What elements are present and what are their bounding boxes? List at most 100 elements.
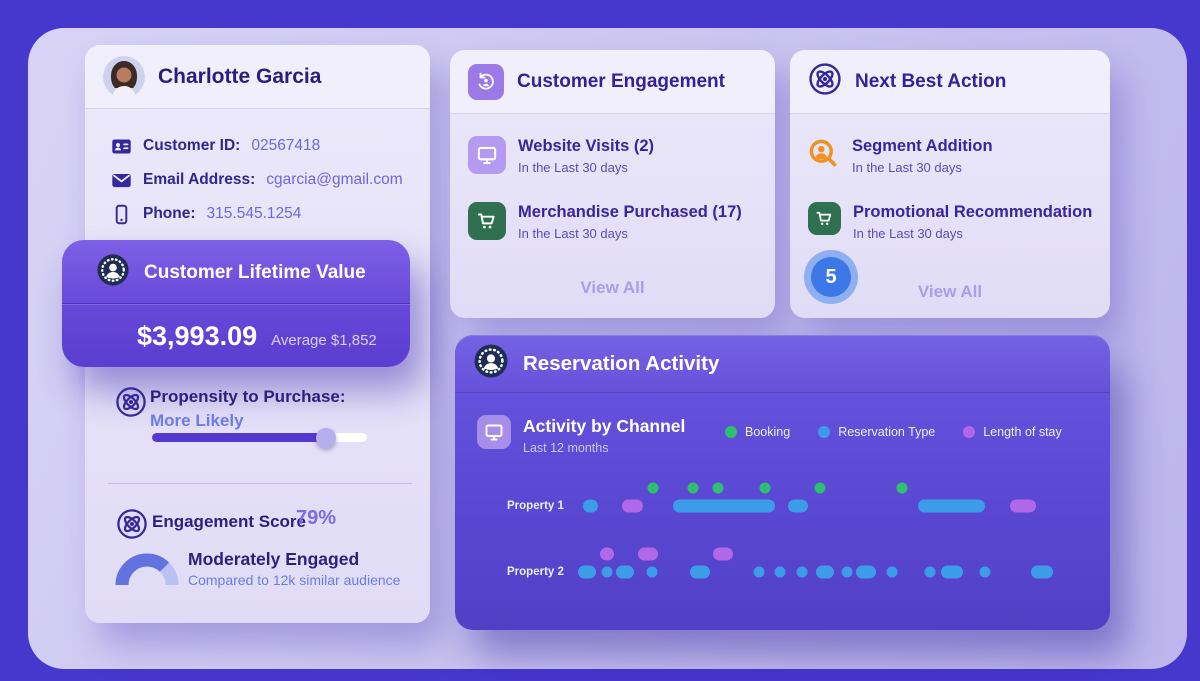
propensity-slider-fill	[152, 433, 327, 442]
clv-average: Average $1,852	[271, 332, 377, 349]
promotional-recommendation-sub: In the Last 30 days	[853, 226, 963, 241]
phone-row: Phone: 315.545.1254	[111, 203, 430, 225]
timeline-marker-reservation	[788, 499, 808, 513]
timeline-marker-stay	[1010, 499, 1037, 513]
legend-reservation-type: Reservation Type	[818, 425, 935, 439]
merchandise-purchased-sub: In the Last 30 days	[518, 226, 628, 241]
einstein-atom-icon	[116, 508, 148, 540]
promotional-recommendation-item[interactable]: Promotional Recommendation In the Last 3…	[808, 202, 1092, 241]
next-best-action-title: Next Best Action	[855, 70, 1007, 92]
email-row: Email Address: cgarcia@gmail.com	[111, 169, 430, 191]
email-value[interactable]: cgarcia@gmail.com	[266, 171, 403, 188]
property-2-label: Property 2	[507, 566, 564, 578]
customer-id-row: Customer ID: 02567418	[111, 135, 430, 157]
monitor-icon	[477, 415, 511, 449]
timeline-marker-reservation	[616, 565, 635, 579]
property-1-timeline: Property 1	[507, 481, 1095, 525]
property-1-label: Property 1	[507, 500, 564, 512]
timeline-marker-reservation	[855, 565, 876, 579]
einstein-person-icon	[96, 253, 130, 292]
website-visits-text: Website Visits (2) In the Last 30 days	[518, 136, 654, 175]
website-visits-item[interactable]: Website Visits (2) In the Last 30 days	[468, 136, 654, 175]
timeline-marker-booking	[687, 482, 699, 494]
customer-engagement-header: Customer Engagement	[450, 50, 775, 114]
reservation-type-dot-icon	[818, 426, 831, 438]
engagement-score-title: Engagement Score	[152, 512, 306, 531]
segment-addition-sub: In the Last 30 days	[852, 160, 962, 175]
timeline-marker-stay	[712, 547, 733, 561]
segment-addition-item[interactable]: Segment Addition In the Last 30 days	[806, 136, 993, 175]
customer-360-icon	[468, 63, 504, 100]
timeline-marker-reservation	[941, 565, 963, 579]
timeline-marker-stay	[637, 547, 658, 561]
contact-list: Customer ID: 02567418 Email Address: cga…	[111, 135, 430, 225]
profile-header: Charlotte Garcia	[85, 45, 430, 109]
merchandise-purchased-item[interactable]: Merchandise Purchased (17) In the Last 3…	[468, 202, 742, 241]
timeline-marker-reservation	[578, 565, 597, 579]
clv-divider	[62, 303, 410, 305]
user-search-icon	[806, 136, 840, 175]
timeline-marker-reservation	[918, 499, 986, 513]
website-visits-label: Website Visits (2)	[518, 137, 655, 155]
timeline-marker-reservation	[689, 565, 710, 579]
timeline-marker-reservation	[886, 566, 898, 578]
promotional-recommendation-label: Promotional Recommendation	[853, 203, 1093, 221]
phone-value[interactable]: 315.545.1254	[206, 205, 302, 222]
customer-name: Charlotte Garcia	[158, 64, 322, 88]
avatar	[103, 55, 145, 98]
engagement-level: Moderately Engaged	[188, 549, 360, 569]
customer-id-label: Customer ID:	[143, 137, 241, 154]
activity-by-channel-title: Activity by Channel	[523, 416, 686, 436]
legend-reservation-type-label: Reservation Type	[838, 425, 936, 439]
propensity-slider-thumb[interactable]	[316, 427, 337, 448]
customer-lifetime-value-card: Customer Lifetime Value $3,993.09 Averag…	[62, 240, 410, 367]
recommendation-count-badge[interactable]: 5	[804, 250, 858, 304]
propensity-title: Propensity to Purchase:	[150, 387, 346, 406]
timeline-marker-reservation	[815, 565, 834, 579]
timeline-marker-booking	[814, 482, 826, 494]
timeline-marker-reservation	[796, 566, 808, 578]
clv-header: Customer Lifetime Value	[62, 240, 410, 292]
legend-booking: Booking	[725, 425, 790, 439]
phone-icon	[111, 204, 132, 225]
email-label: Email Address:	[143, 171, 256, 188]
reservation-activity-title: Reservation Activity	[523, 351, 720, 375]
clv-value: $3,993.09	[137, 321, 258, 351]
timeline-marker-booking	[712, 482, 724, 494]
propensity-slider[interactable]	[152, 427, 367, 448]
next-best-action-view-all[interactable]: View All	[917, 282, 983, 301]
website-visits-sub: In the Last 30 days	[518, 160, 628, 175]
timeline-marker-reservation	[753, 566, 765, 578]
promotional-recommendation-text: Promotional Recommendation In the Last 3…	[853, 202, 1092, 241]
chart-legend: Booking Reservation Type Length of stay	[725, 425, 1062, 439]
customer-engagement-view-all[interactable]: View All	[580, 278, 645, 297]
timeline-marker-reservation	[841, 566, 853, 578]
phone-label: Phone:	[143, 205, 196, 222]
property-2-timeline: Property 2	[507, 547, 1095, 591]
timeline-marker-stay	[621, 499, 643, 513]
reservation-activity-header: Reservation Activity	[455, 335, 1110, 393]
timeline-marker-reservation	[646, 566, 658, 578]
timeline-marker-reservation	[672, 499, 775, 513]
booking-dot-icon	[725, 426, 737, 438]
legend-length-of-stay-label: Length of stay	[983, 425, 1062, 439]
timeline-marker-booking	[759, 482, 771, 494]
einstein-person-icon	[473, 343, 509, 384]
segment-addition-label: Segment Addition	[852, 137, 993, 155]
engagement-gauge	[115, 550, 179, 593]
timeline-marker-reservation	[924, 566, 936, 578]
clv-value-row: $3,993.09 Average $1,852	[62, 305, 410, 352]
engagement-score-value: 79%	[296, 507, 337, 529]
activity-by-channel-text: Activity by Channel Last 12 months	[523, 415, 685, 455]
dashboard-canvas: Charlotte Garcia Customer ID: 02567418 E…	[28, 28, 1187, 669]
timeline-marker-booking	[896, 482, 908, 494]
envelope-icon	[111, 170, 132, 191]
timeline-marker-stay	[599, 547, 614, 561]
timeline-marker-booking	[647, 482, 659, 494]
customer-engagement-title: Customer Engagement	[517, 70, 725, 92]
einstein-atom-icon	[115, 386, 147, 418]
legend-booking-label: Booking	[745, 425, 791, 439]
monitor-icon	[468, 136, 506, 174]
cart-icon	[808, 202, 841, 235]
